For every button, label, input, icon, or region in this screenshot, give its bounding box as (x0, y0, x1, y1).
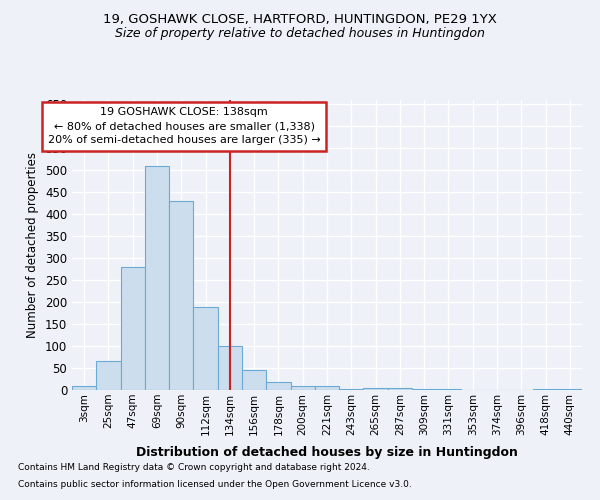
Bar (169, 201, 193, 390)
Bar (242, 370, 266, 390)
Bar (96, 362, 121, 390)
Bar (364, 388, 388, 390)
Bar (412, 389, 436, 390)
Bar (339, 389, 364, 390)
Y-axis label: Number of detached properties: Number of detached properties (26, 152, 40, 338)
Text: 19 GOSHAWK CLOSE: 138sqm
← 80% of detached houses are smaller (1,338)
20% of sem: 19 GOSHAWK CLOSE: 138sqm ← 80% of detach… (48, 108, 320, 146)
Text: Contains public sector information licensed under the Open Government Licence v3: Contains public sector information licen… (18, 480, 412, 489)
Bar (388, 388, 412, 390)
Bar (315, 386, 339, 390)
Text: Size of property relative to detached houses in Huntingdon: Size of property relative to detached ho… (115, 28, 485, 40)
Text: Contains HM Land Registry data © Crown copyright and database right 2024.: Contains HM Land Registry data © Crown c… (18, 464, 370, 472)
Bar (193, 306, 218, 390)
Bar (145, 166, 169, 390)
Bar (72, 386, 96, 390)
Bar (290, 386, 315, 390)
X-axis label: Distribution of detached houses by size in Huntingdon: Distribution of detached houses by size … (136, 446, 518, 459)
Text: 19, GOSHAWK CLOSE, HARTFORD, HUNTINGDON, PE29 1YX: 19, GOSHAWK CLOSE, HARTFORD, HUNTINGDON,… (103, 12, 497, 26)
Bar (533, 388, 558, 390)
Bar (558, 389, 582, 390)
Bar (218, 346, 242, 390)
Bar (436, 389, 461, 390)
Bar (266, 382, 290, 390)
Bar (121, 267, 145, 390)
